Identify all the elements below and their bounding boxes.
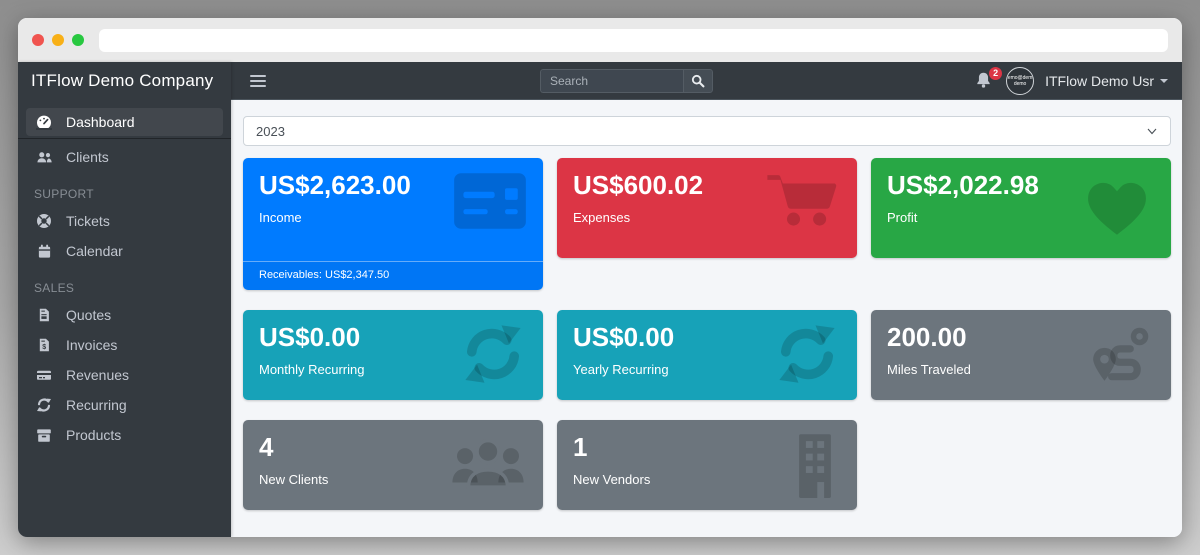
stat-label: Monthly Recurring bbox=[259, 362, 365, 377]
users-icon bbox=[34, 149, 54, 165]
sidebar-item-label: Tickets bbox=[66, 213, 110, 229]
stat-value: US$0.00 bbox=[259, 322, 361, 352]
stats-grid: US$2,623.00 Income Receivables: US$2,347… bbox=[231, 146, 1182, 510]
stat-card-new-vendors[interactable]: 1 New Vendors bbox=[557, 420, 857, 510]
stat-value: 4 bbox=[259, 432, 274, 462]
sidebar-item-label: Invoices bbox=[66, 337, 118, 353]
box-icon bbox=[34, 427, 54, 443]
sidebar-section-sales: SALES bbox=[34, 281, 75, 295]
sidebar-item-tickets[interactable]: Tickets bbox=[26, 207, 223, 235]
notification-count-badge: 2 bbox=[989, 67, 1003, 80]
stat-label: New Clients bbox=[259, 472, 329, 487]
search-button[interactable] bbox=[683, 69, 713, 93]
chevron-down-icon bbox=[1147, 128, 1157, 135]
maximize-window-button[interactable] bbox=[72, 34, 84, 46]
divider bbox=[18, 138, 231, 139]
browser-window: 2 demo@demo demo ITFlow Demo Usr ITFlow … bbox=[18, 18, 1182, 537]
file-invoice-dollar-icon: $ bbox=[34, 337, 54, 353]
stat-value: US$0.00 bbox=[573, 322, 675, 352]
sidebar-item-label: Quotes bbox=[66, 307, 112, 323]
window-controls bbox=[32, 34, 84, 46]
credit-card-icon bbox=[34, 367, 54, 383]
building-icon bbox=[799, 434, 831, 498]
navbar-search bbox=[540, 69, 713, 93]
file-invoice-icon bbox=[34, 307, 54, 323]
stat-label: Income bbox=[259, 210, 302, 225]
brand-link[interactable]: ITFlow Demo Company bbox=[31, 71, 214, 90]
stat-value: US$2,623.00 bbox=[259, 170, 411, 200]
bell-icon bbox=[977, 72, 990, 88]
life-ring-icon bbox=[34, 213, 54, 229]
stat-card-miles-traveled[interactable]: 200.00 Miles Traveled bbox=[871, 310, 1171, 400]
browser-chrome bbox=[18, 18, 1182, 62]
avatar-text: demo bbox=[1013, 81, 1027, 87]
top-navbar: 2 demo@demo demo ITFlow Demo Usr bbox=[231, 62, 1182, 100]
sidebar-item-label: Revenues bbox=[66, 367, 130, 383]
sync-icon bbox=[779, 325, 835, 383]
chevron-down-icon bbox=[1160, 79, 1168, 83]
stat-card-income[interactable]: US$2,623.00 Income Receivables: US$2,347… bbox=[243, 158, 543, 290]
user-menu-label: ITFlow Demo Usr bbox=[1045, 73, 1154, 89]
sync-icon bbox=[34, 397, 54, 413]
sidebar-item-revenues[interactable]: Revenues bbox=[26, 361, 223, 389]
sidebar-item-products[interactable]: Products bbox=[26, 421, 223, 449]
stat-card-expenses[interactable]: US$600.02 Expenses bbox=[557, 158, 857, 258]
stat-value: US$2,022.98 bbox=[887, 170, 1039, 200]
route-icon bbox=[1093, 327, 1149, 381]
notifications-button[interactable]: 2 bbox=[975, 67, 1003, 91]
tachometer-icon bbox=[34, 114, 54, 130]
stat-label: Miles Traveled bbox=[887, 362, 971, 377]
credit-card-icon bbox=[454, 173, 526, 229]
stat-label: New Vendors bbox=[573, 472, 651, 487]
stat-card-profit[interactable]: US$2,022.98 Profit bbox=[871, 158, 1171, 258]
url-bar[interactable] bbox=[99, 28, 1168, 52]
sidebar: ITFlow Demo Company Dashboard bbox=[18, 62, 231, 537]
stat-label: Yearly Recurring bbox=[573, 362, 669, 377]
sidebar-item-label: Calendar bbox=[66, 243, 123, 259]
stat-card-yearly-recurring[interactable]: US$0.00 Yearly Recurring bbox=[557, 310, 857, 400]
sidebar-item-label: Clients bbox=[66, 149, 109, 165]
stat-value: 1 bbox=[573, 432, 588, 462]
sync-icon bbox=[465, 325, 521, 383]
stat-card-new-clients[interactable]: 4 New Clients bbox=[243, 420, 543, 510]
sidebar-toggle-button[interactable] bbox=[250, 74, 266, 87]
calendar-icon bbox=[34, 243, 54, 259]
year-select[interactable]: 2023 bbox=[243, 116, 1171, 146]
stat-label: Profit bbox=[887, 210, 918, 225]
sidebar-section-support: SUPPORT bbox=[34, 187, 94, 201]
sidebar-item-calendar[interactable]: Calendar bbox=[26, 237, 223, 265]
search-icon bbox=[691, 74, 705, 88]
heart-icon bbox=[1088, 182, 1146, 235]
avatar-text: demo@demo bbox=[1006, 75, 1035, 81]
sidebar-item-dashboard[interactable]: Dashboard bbox=[26, 108, 223, 136]
users-icon bbox=[452, 438, 524, 489]
shopping-cart-icon bbox=[767, 175, 837, 226]
close-window-button[interactable] bbox=[32, 34, 44, 46]
main-content: 2023 US$2,623.00 Income bbox=[231, 100, 1182, 537]
user-menu[interactable]: ITFlow Demo Usr bbox=[1045, 73, 1168, 89]
stat-footer: Receivables: US$2,347.50 bbox=[243, 261, 543, 290]
svg-text:$: $ bbox=[42, 344, 46, 351]
stat-card-monthly-recurring[interactable]: US$0.00 Monthly Recurring bbox=[243, 310, 543, 400]
sidebar-item-label: Products bbox=[66, 427, 122, 443]
sidebar-item-invoices[interactable]: $ Invoices bbox=[26, 331, 223, 359]
stat-label: Expenses bbox=[573, 210, 631, 225]
stat-value: US$600.02 bbox=[573, 170, 704, 200]
sidebar-item-label: Recurring bbox=[66, 397, 127, 413]
avatar[interactable]: demo@demo demo bbox=[1006, 67, 1035, 95]
minimize-window-button[interactable] bbox=[52, 34, 64, 46]
sidebar-item-quotes[interactable]: Quotes bbox=[26, 301, 223, 329]
sidebar-item-label: Dashboard bbox=[66, 114, 135, 130]
sidebar-item-clients[interactable]: Clients bbox=[26, 143, 223, 171]
stat-value: 200.00 bbox=[887, 322, 967, 352]
year-select-value: 2023 bbox=[256, 123, 285, 139]
sidebar-item-recurring[interactable]: Recurring bbox=[26, 391, 223, 419]
search-input[interactable] bbox=[540, 69, 683, 93]
